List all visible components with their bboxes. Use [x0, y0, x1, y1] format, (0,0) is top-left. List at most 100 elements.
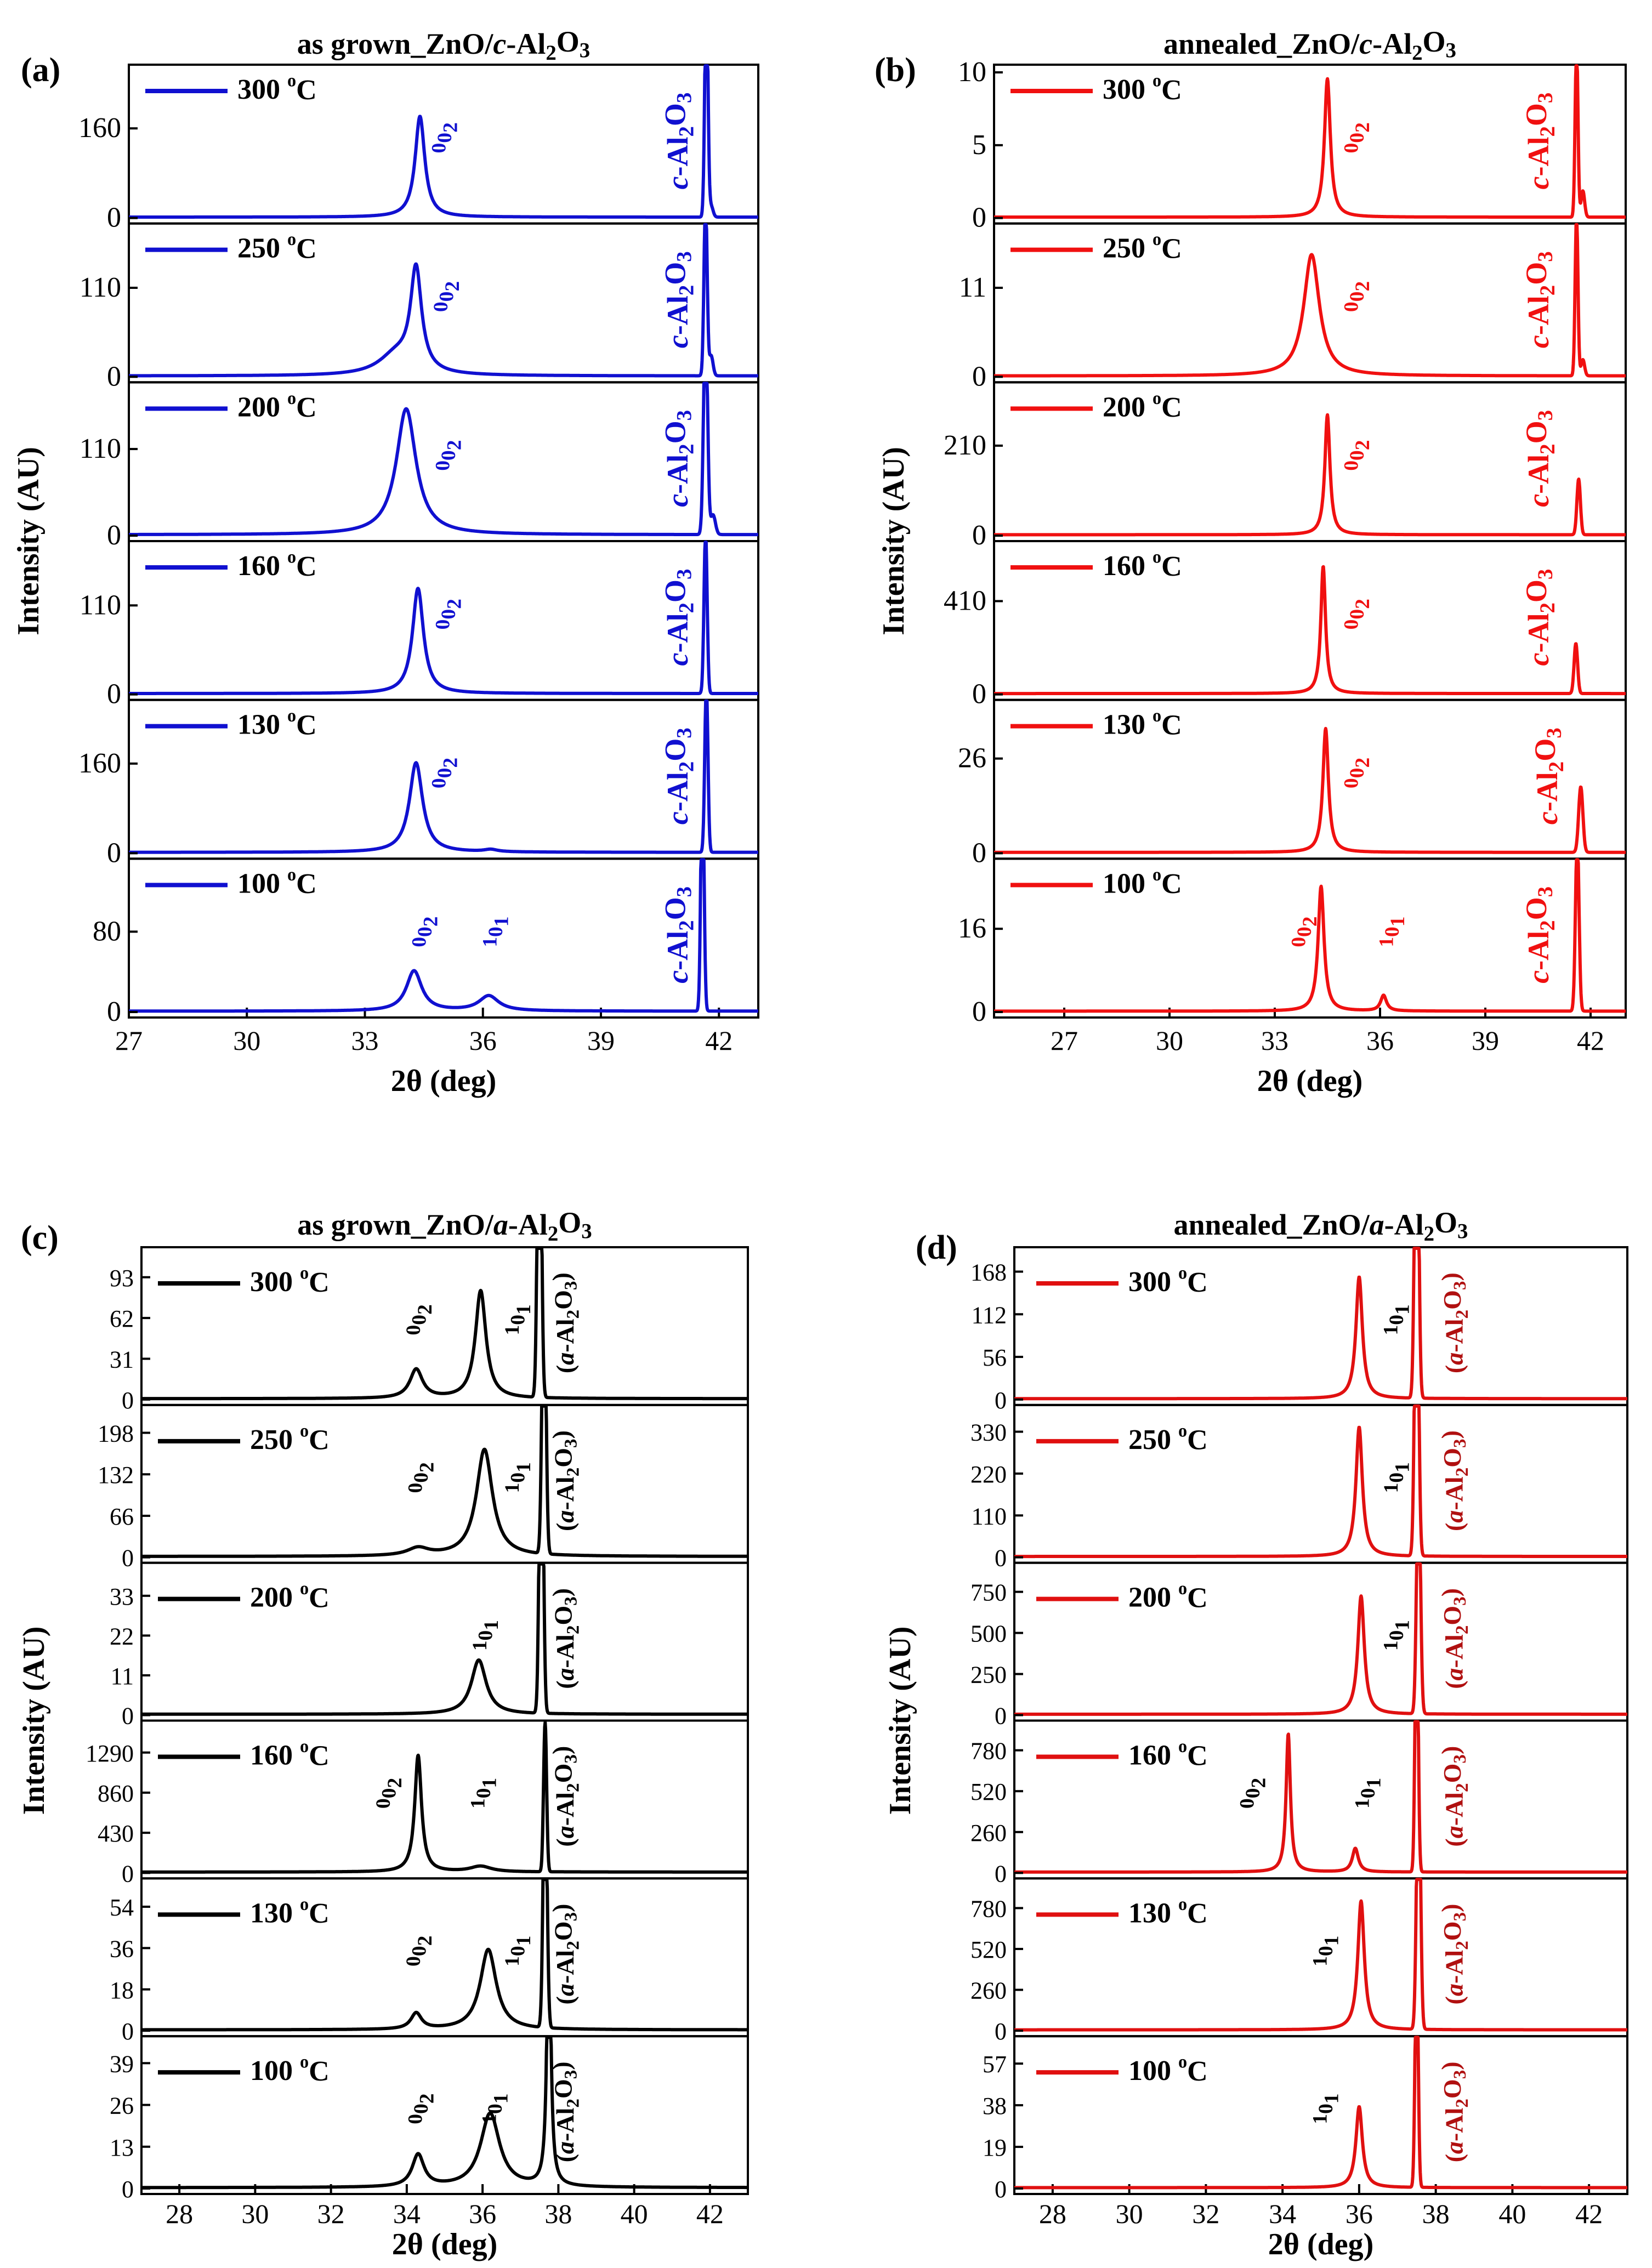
substrate-peak-label: c-Al2O3 [1520, 251, 1559, 348]
y-axis-label: Intensity (AU) [883, 1627, 917, 1815]
panel-label: (d) [916, 1229, 957, 1266]
y-tick-label: 110 [972, 1503, 1007, 1530]
substrate-peak-label: (a-Al2O3) [547, 1272, 583, 1373]
x-tick-label: 32 [317, 2198, 345, 2229]
substrate-peak-label: (a-Al2O3) [1436, 1430, 1472, 1531]
x-tick-label: 36 [469, 2198, 496, 2229]
y-tick-label: 0 [122, 1545, 134, 1572]
series-line [127, 699, 760, 854]
y-tick-label: 31 [110, 1346, 134, 1373]
substrate-peak-label: c-Al2O3 [659, 93, 699, 190]
y-tick-label: 16 [958, 913, 986, 944]
substrate-peak-label: (a-Al2O3) [1436, 1904, 1472, 2005]
x-tick-label: 30 [1116, 2198, 1143, 2229]
series-a-5: 0 160 130 oC 002 c-Al2O3 [78, 698, 760, 868]
peak-label: 101 [1380, 1462, 1414, 1493]
y-tick-label: 0 [122, 1703, 134, 1730]
peak-label: 002 [1340, 122, 1374, 153]
y-tick-label: 110 [80, 272, 121, 303]
series-line [140, 1878, 750, 2032]
y-tick-label: 250 [970, 1662, 1007, 1689]
y-tick-label: 0 [122, 1387, 134, 1414]
series-line [1013, 1562, 1629, 1716]
x-tick-label: 36 [1346, 2198, 1373, 2229]
y-tick-label: 11 [959, 272, 986, 303]
y-tick-label: 0 [122, 2176, 134, 2203]
series-line [992, 64, 1627, 219]
substrate-peak-label: c-Al2O3 [1520, 93, 1559, 190]
x-tick-label: 42 [705, 1025, 733, 1056]
substrate-peak-label: c-Al2O3 [659, 251, 699, 348]
x-tick-label: 36 [469, 1025, 497, 1056]
series-d-5: 0 260 520 780 130 oC 101 (a-Al2O3) [970, 1877, 1629, 2045]
y-tick-label: 260 [970, 1820, 1007, 1846]
x-axis-label: 2θ (deg) [392, 2227, 498, 2261]
series-line [992, 726, 1627, 854]
peak-label: 101 [501, 1936, 535, 1966]
legend-label: 250 oC [1103, 229, 1182, 264]
x-tick-label: 42 [696, 2198, 724, 2229]
y-tick-label: 750 [970, 1579, 1007, 1606]
x-axis-label: 2θ (deg) [1257, 1064, 1363, 1098]
panel-label: (a) [21, 52, 60, 89]
panel-d: (d) annealed_ZnO/a-Al2O3 Intensity (AU) 28 3… [883, 1206, 1629, 2261]
x-tick-label: 30 [233, 1025, 260, 1056]
series-c-6: 0 13 26 39 100 oC 002 101 (a-Al2O3) [110, 2035, 750, 2203]
y-tick-label: 160 [78, 748, 121, 779]
panel-b: (b) annealed_ZnO/c-Al2O3 Intensity (AU) 27 3… [875, 25, 1627, 1098]
series-b-4: 0 410 160 oC 002 c-Al2O3 [944, 540, 1627, 710]
y-tick-label: 780 [970, 1738, 1007, 1765]
y-tick-label: 0 [122, 2018, 134, 2045]
y-tick-label: 330 [970, 1419, 1007, 1446]
legend-label: 300 oC [250, 1263, 330, 1298]
peak-label: 002 [1340, 599, 1374, 629]
series-line [1013, 1247, 1629, 1401]
peak-label: 002 [405, 1462, 439, 1493]
y-axis-label: Intensity (AU) [17, 1627, 51, 1815]
series-d-2: 0 110 220 330 250 oC 101 (a-Al2O3) [970, 1403, 1629, 1572]
series-line [992, 858, 1627, 1013]
peak-label: 101 [1380, 1620, 1414, 1651]
y-tick-label: 19 [983, 2134, 1007, 2161]
peak-label: 002 [1287, 917, 1321, 947]
legend-label: 200 oC [237, 388, 317, 423]
legend-label: 130 oC [250, 1894, 330, 1929]
series-line [127, 223, 760, 378]
y-tick-label: 520 [970, 1778, 1007, 1805]
substrate-peak-label: (a-Al2O3) [1436, 1588, 1472, 1689]
band-frame [140, 2035, 749, 2196]
y-tick-label: 0 [995, 2176, 1007, 2203]
y-tick-label: 0 [122, 1860, 134, 1887]
series-line [992, 223, 1627, 378]
y-axis-label: Intensity (AU) [12, 447, 46, 635]
series-line [140, 1721, 750, 1874]
y-tick-label: 80 [93, 916, 121, 947]
substrate-peak-label: (a-Al2O3) [547, 1746, 583, 1847]
peak-label: 002 [428, 122, 462, 153]
legend-label: 300 oC [1128, 1263, 1208, 1298]
y-axis-label: Intensity (AU) [877, 447, 911, 635]
series-c-4: 0 430 860 1290 160 oC 002 101 (a-Al2O3) [86, 1719, 750, 1887]
peak-label: 002 [1340, 281, 1374, 312]
band-frame [1013, 1719, 1628, 1880]
y-tick-label: 160 [78, 112, 121, 144]
substrate-peak-label: (a-Al2O3) [547, 1430, 583, 1531]
y-tick-label: 38 [983, 2093, 1007, 2119]
y-tick-label: 0 [995, 1545, 1007, 1572]
peak-label: 002 [428, 758, 462, 788]
panel-title: as grown_ZnO/a-Al2O3 [297, 1206, 592, 1246]
series-line [992, 565, 1627, 696]
substrate-peak-label: c-Al2O3 [1520, 886, 1559, 984]
series-line [1013, 2036, 1629, 2190]
panel-label: (c) [21, 1219, 59, 1257]
peak-label: 101 [1380, 1304, 1414, 1335]
peak-label: 101 [469, 1620, 503, 1651]
y-tick-label: 22 [110, 1623, 134, 1650]
series-line [127, 858, 760, 1013]
substrate-peak-label: (a-Al2O3) [547, 1588, 583, 1689]
legend-label: 100 oC [1103, 865, 1182, 900]
y-tick-label: 0 [972, 679, 986, 710]
substrate-peak-label: c-Al2O3 [1520, 569, 1559, 666]
substrate-peak-label: c-Al2O3 [659, 569, 699, 666]
series-c-1: 0 31 62 93 300 oC 002 101 (a-Al2O3) [110, 1246, 750, 1414]
